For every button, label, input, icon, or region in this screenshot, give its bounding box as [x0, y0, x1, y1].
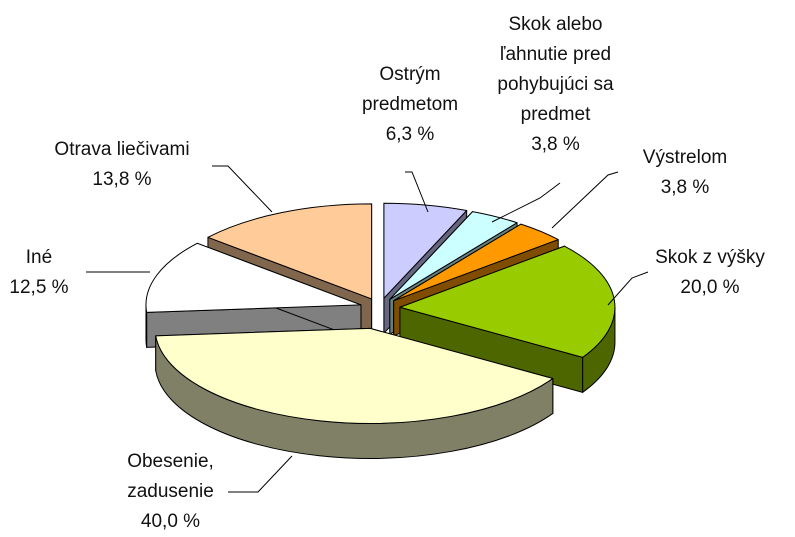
slice-label: Obesenie, zadusenie 40,0 % [108, 447, 233, 537]
leader-line [405, 171, 429, 213]
slice-label: Skok alebo ľahnutie pred pohybujúci sa p… [488, 10, 623, 160]
category-label: Výstrelom [642, 147, 728, 168]
slice-top [207, 203, 373, 300]
value-label: 6,3 % [385, 124, 435, 145]
leader-line [212, 165, 273, 213]
slice-label: Otrava liečivami 13,8 % [22, 135, 222, 195]
value-label: 3,8 % [531, 134, 580, 155]
category-label: Ostrým predmetom [361, 64, 459, 115]
slice-top [399, 245, 616, 358]
leader-line [607, 271, 649, 306]
slice-label: Skok z výšky 20,0 % [640, 243, 780, 303]
category-label: Otrava liečivami [54, 139, 190, 160]
value-label: 12,5 % [9, 277, 69, 298]
slice-top [145, 242, 362, 313]
slices [145, 202, 616, 459]
category-label: Obesenie, zadusenie [127, 451, 214, 502]
slice-top [393, 223, 559, 302]
leader-line [228, 455, 293, 493]
slice-top [383, 202, 468, 299]
category-label: Skok alebo ľahnutie pred pohybujúci sa p… [497, 14, 614, 125]
value-label: 13,8 % [92, 169, 152, 190]
slice-label: Ostrým predmetom 6,3 % [350, 60, 470, 150]
slice-top [389, 211, 518, 300]
leader-line [551, 171, 619, 229]
slice-top [155, 327, 554, 424]
slice-label: Výstrelom 3,8 % [620, 143, 750, 203]
leader-line [491, 182, 561, 223]
value-label: 3,8 % [660, 177, 710, 198]
category-label: Skok z výšky [655, 247, 765, 268]
value-label: 20,0 % [680, 277, 740, 298]
slice-label: Iné 12,5 % [0, 243, 78, 303]
value-label: 40,0 % [140, 511, 201, 532]
category-label: Iné [25, 247, 53, 268]
